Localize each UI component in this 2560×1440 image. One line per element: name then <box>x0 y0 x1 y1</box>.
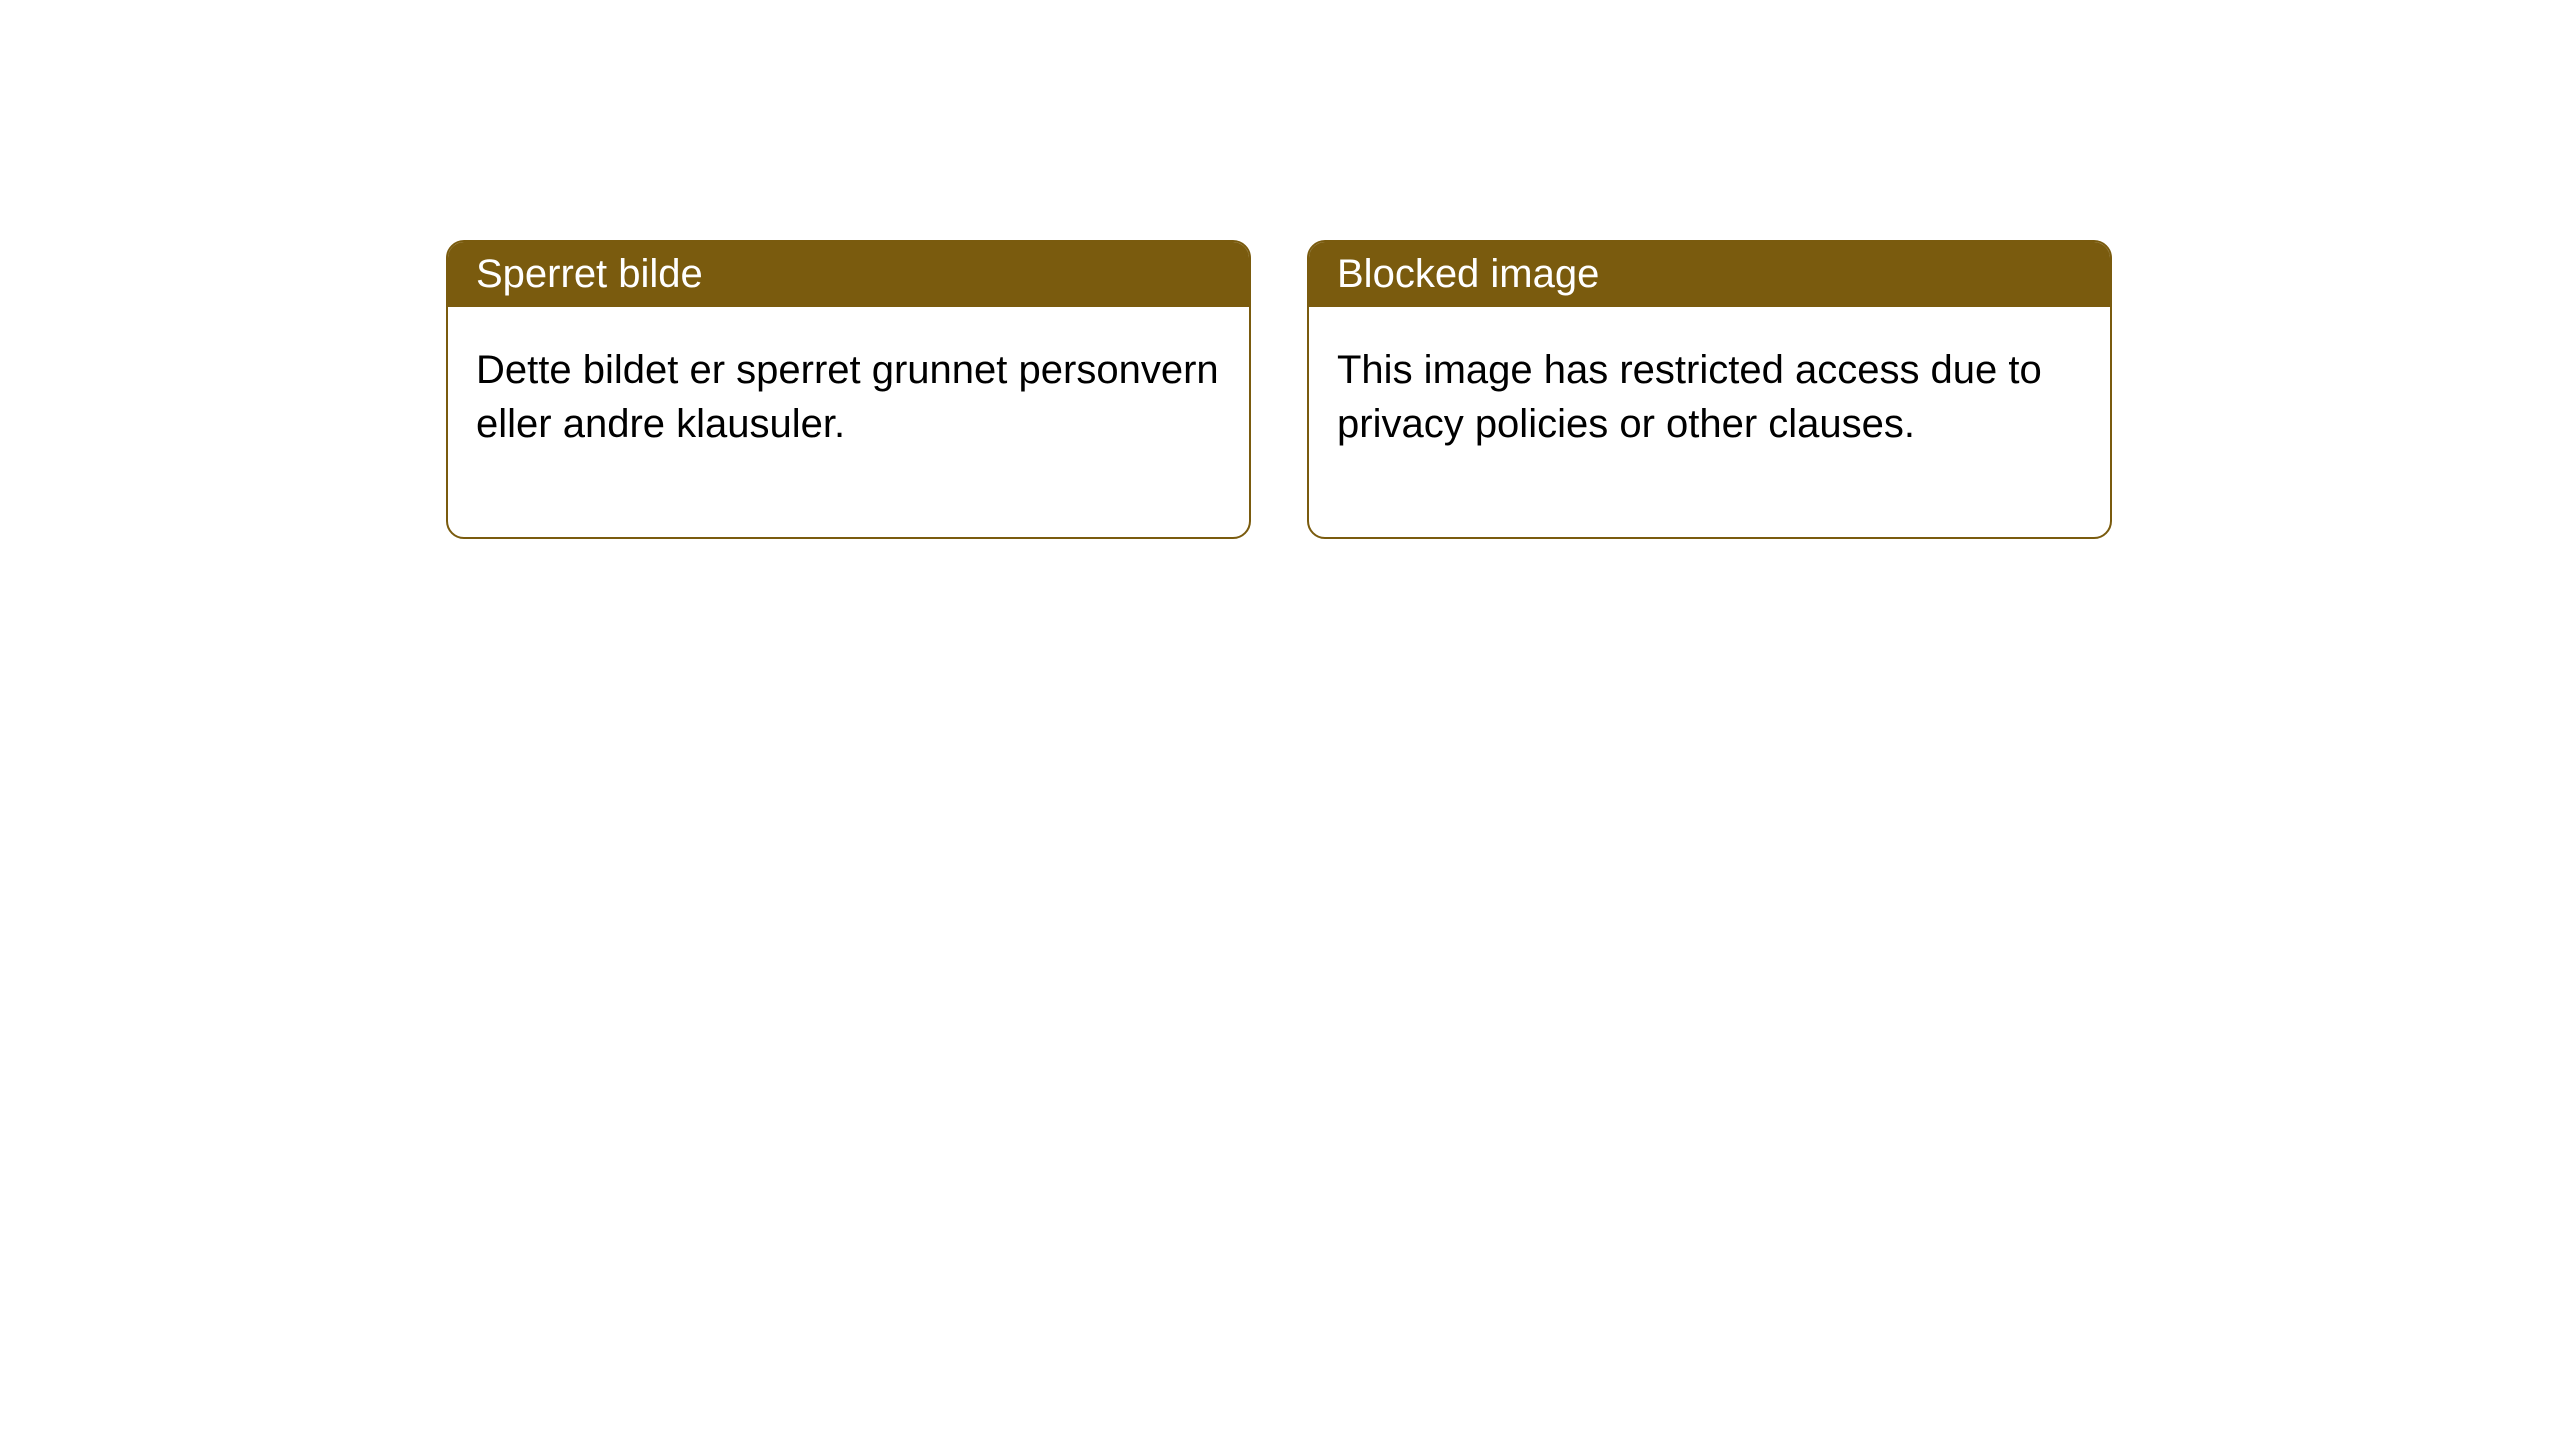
card-body-english: This image has restricted access due to … <box>1309 307 2110 537</box>
card-english: Blocked image This image has restricted … <box>1307 240 2112 539</box>
card-title-norwegian: Sperret bilde <box>476 252 703 296</box>
card-title-english: Blocked image <box>1337 252 1599 296</box>
card-body-norwegian: Dette bildet er sperret grunnet personve… <box>448 307 1249 537</box>
card-norwegian: Sperret bilde Dette bildet er sperret gr… <box>446 240 1251 539</box>
card-header-english: Blocked image <box>1309 242 2110 307</box>
card-text-norwegian: Dette bildet er sperret grunnet personve… <box>476 348 1219 446</box>
card-header-norwegian: Sperret bilde <box>448 242 1249 307</box>
card-text-english: This image has restricted access due to … <box>1337 348 2042 446</box>
blocked-image-cards: Sperret bilde Dette bildet er sperret gr… <box>446 240 2112 539</box>
